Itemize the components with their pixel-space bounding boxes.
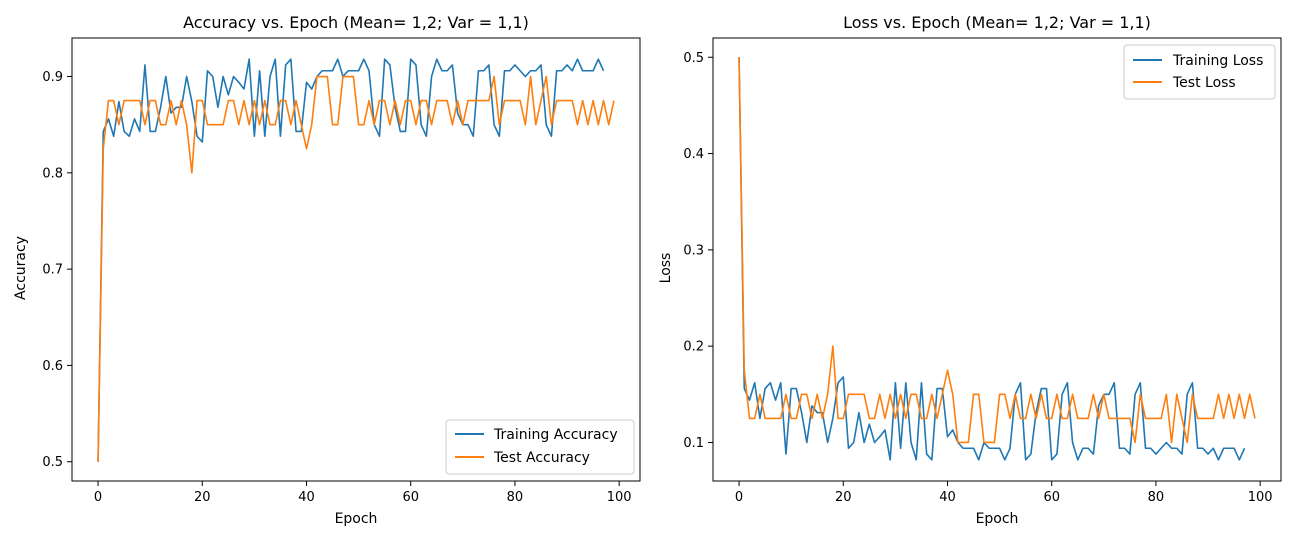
series-line-test-loss (738, 57, 1256, 444)
x-tick-label: 80 (1148, 490, 1165, 505)
legend-label-training-accuracy: Training Accuracy (493, 427, 618, 443)
y-tick-label: 0.6 (42, 359, 63, 374)
x-tick-label: 40 (939, 490, 956, 505)
x-tick-label: 100 (607, 490, 632, 505)
x-tick-label: 0 (94, 490, 102, 505)
y-tick-label: 0.4 (683, 147, 704, 162)
x-tick-label: 80 (507, 490, 524, 505)
plot-area: 0 20 40 60 80 100 0.5 0.6 0.7 0.8 0.9 (42, 58, 632, 505)
y-axis-label: Loss (658, 253, 674, 284)
legend-label-test-accuracy: Test Accuracy (493, 450, 590, 466)
series-line-test-accuracy (97, 75, 615, 462)
loss-chart: Loss vs. Epoch (Mean= 1,2; Var = 1,1) Ep… (658, 13, 1282, 527)
x-axis-label: Epoch (976, 511, 1019, 527)
accuracy-chart: Accuracy vs. Epoch (Mean= 1,2; Var = 1,1… (13, 13, 641, 527)
x-axis-label: Epoch (335, 511, 378, 527)
y-tick-label: 0.5 (683, 51, 704, 66)
series-line-training-loss (738, 57, 1246, 461)
y-tick-label: 0.2 (683, 340, 704, 355)
y-tick-label: 0.1 (683, 436, 704, 451)
series-line-training-accuracy (97, 58, 605, 462)
legend-box (1123, 44, 1276, 100)
plot-frame (712, 37, 1282, 482)
x-tick-label: 40 (298, 490, 315, 505)
y-tick-label: 0.8 (42, 166, 63, 181)
plot-area: 0 20 40 60 80 100 0.1 0.2 0.3 0.4 0.5 (683, 51, 1272, 505)
chart-title: Accuracy vs. Epoch (Mean= 1,2; Var = 1,1… (183, 13, 529, 32)
x-tick-label: 60 (402, 490, 419, 505)
y-tick-label: 0.5 (42, 455, 63, 470)
legend: Training Loss Test Loss (1123, 44, 1276, 100)
y-tick-label: 0.9 (42, 70, 63, 85)
chart-title: Loss vs. Epoch (Mean= 1,2; Var = 1,1) (843, 13, 1151, 32)
legend: Training Accuracy Test Accuracy (445, 419, 635, 475)
y-tick-label: 0.7 (42, 263, 63, 278)
x-tick-label: 0 (735, 490, 743, 505)
legend-box (445, 419, 635, 475)
x-tick-label: 100 (1248, 490, 1273, 505)
x-tick-label: 20 (194, 490, 211, 505)
legend-label-test-loss: Test Loss (1172, 75, 1236, 91)
x-tick-label: 20 (835, 490, 852, 505)
y-tick-label: 0.3 (683, 243, 704, 258)
x-tick-label: 60 (1043, 490, 1060, 505)
plot-frame (71, 37, 641, 482)
y-axis-label: Accuracy (13, 236, 29, 300)
legend-label-training-loss: Training Loss (1172, 53, 1263, 69)
